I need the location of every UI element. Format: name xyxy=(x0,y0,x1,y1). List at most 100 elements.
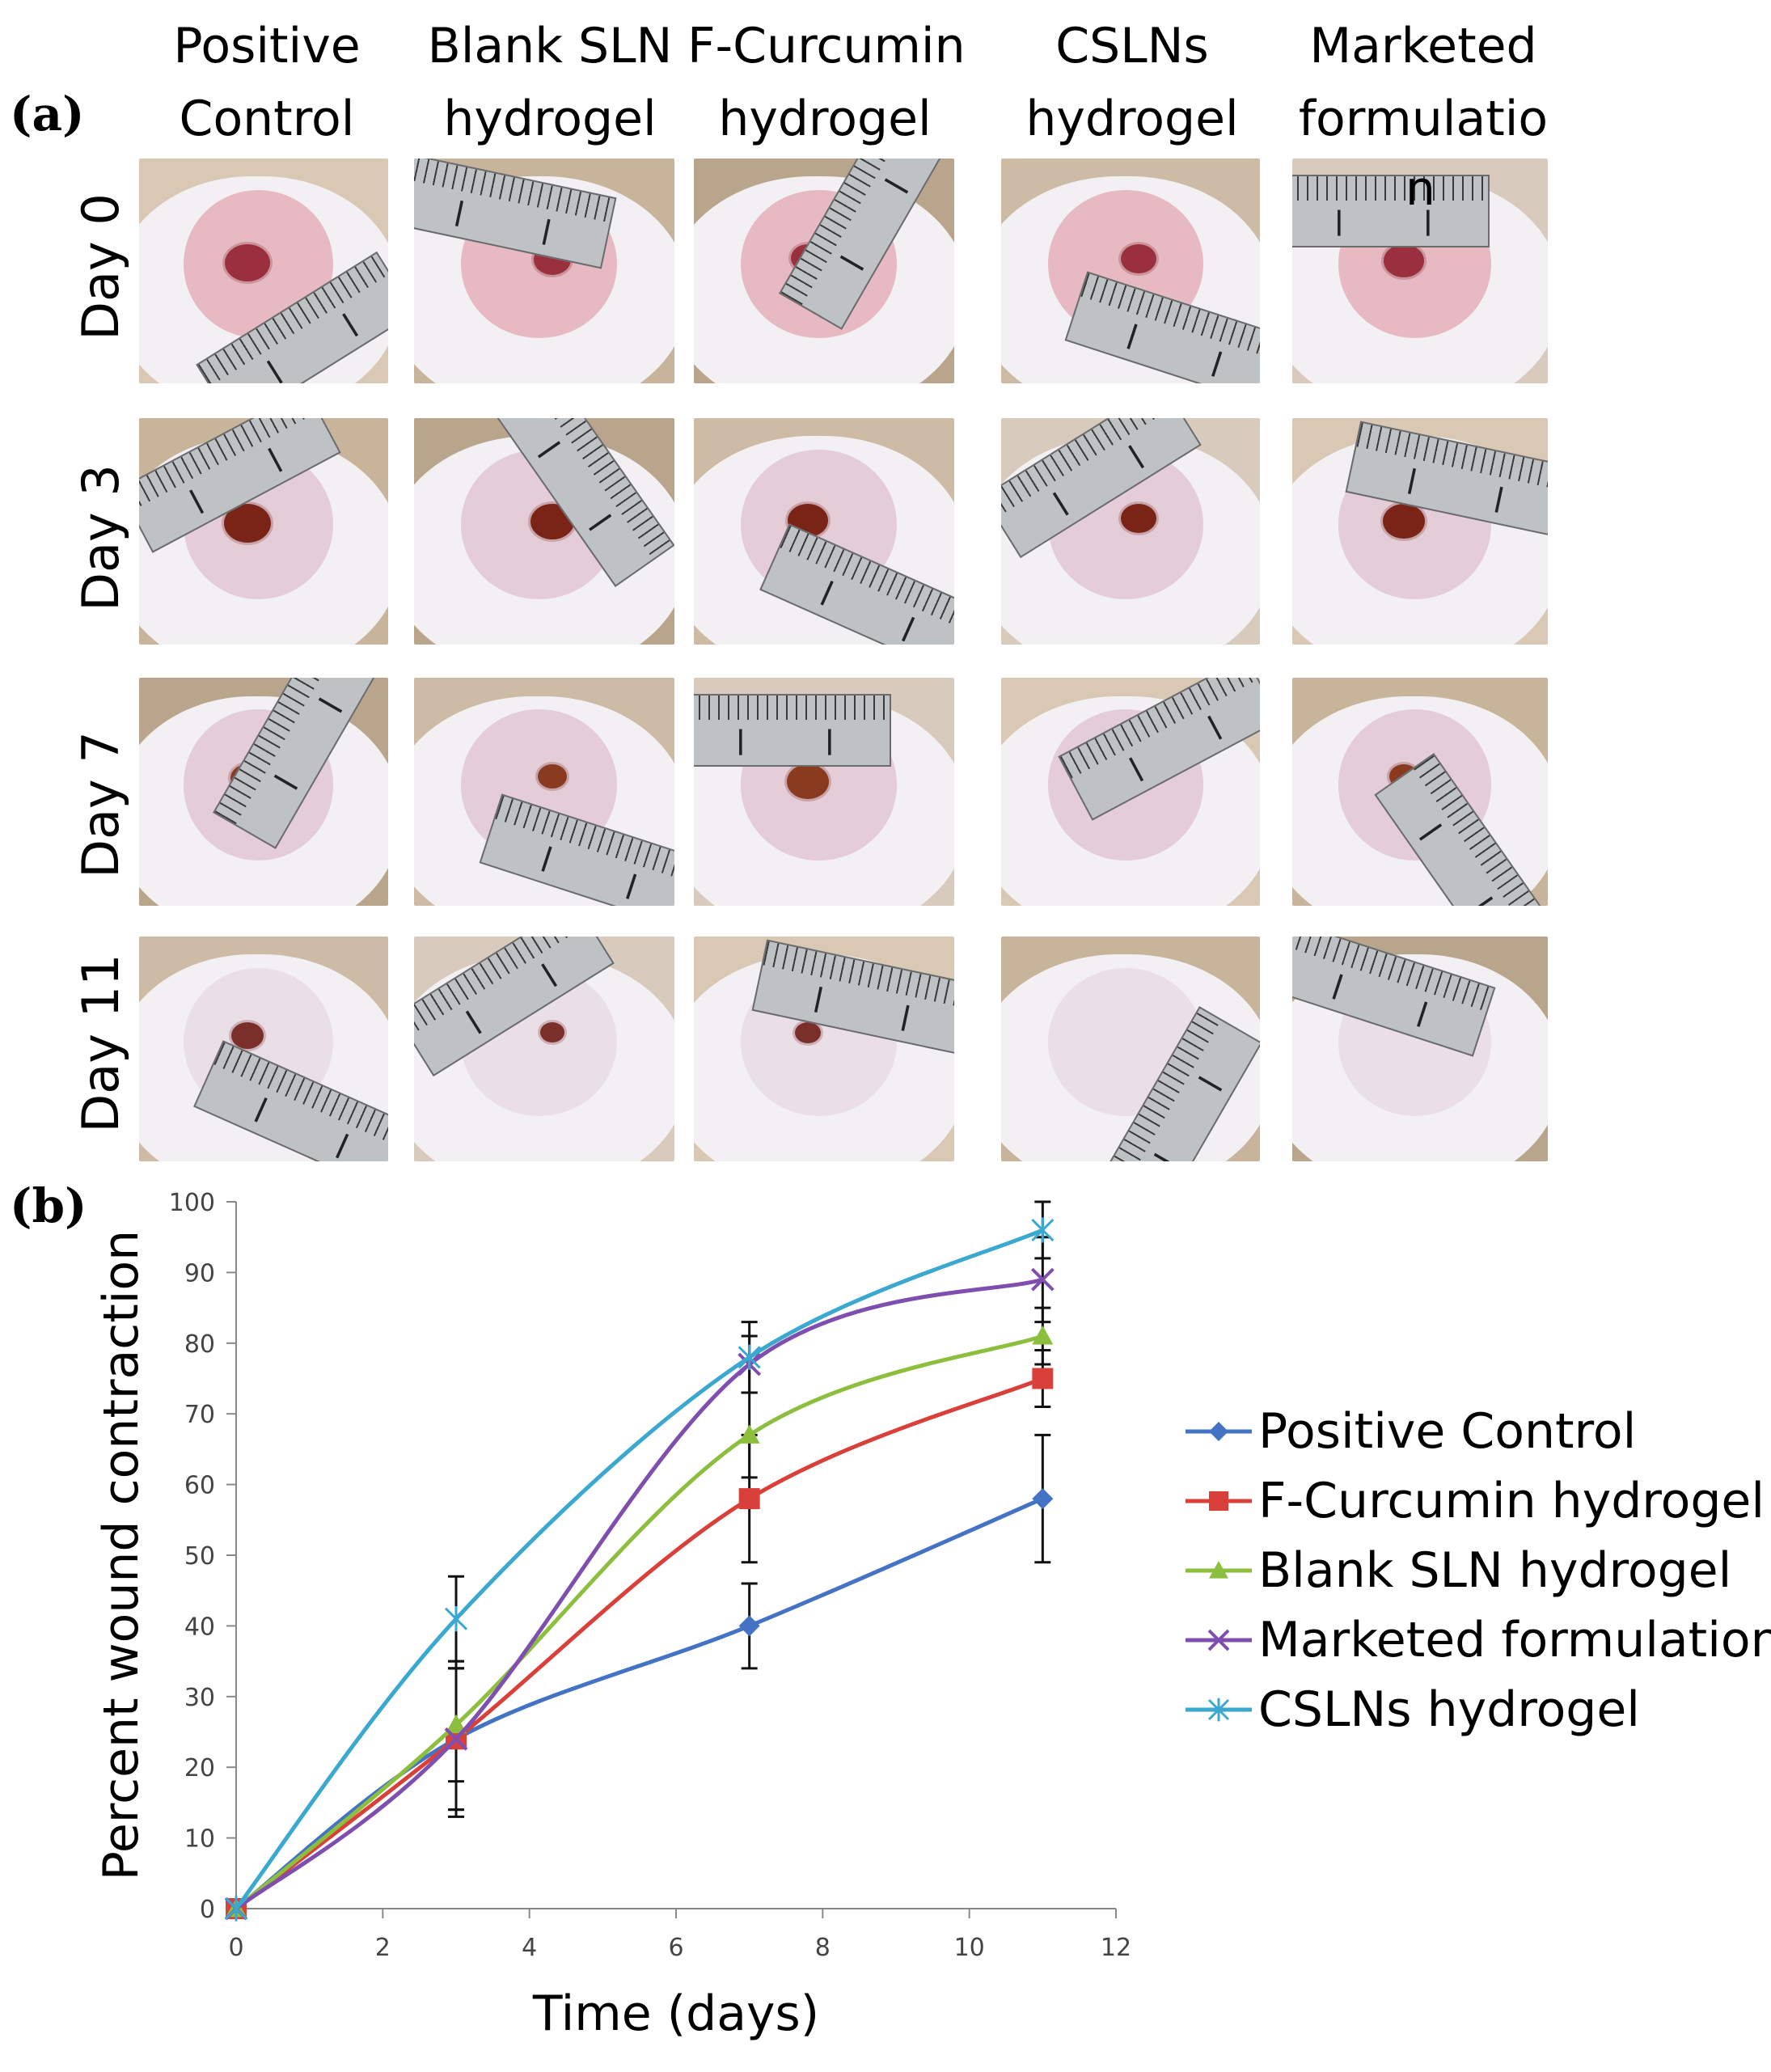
wound-photo: | | xyxy=(694,159,954,383)
data-point xyxy=(1209,1422,1228,1441)
legend-item: Positive Control xyxy=(1186,1403,1636,1460)
wound xyxy=(1384,243,1424,277)
data-point xyxy=(224,1896,248,1922)
wound-photo: | | xyxy=(414,678,674,906)
series-line xyxy=(235,1376,1044,1910)
data-point xyxy=(738,1344,761,1370)
column-header-marketed: Marketed formulatio xyxy=(1278,10,1569,155)
column-header-line2: hydrogel xyxy=(718,91,932,147)
ruler-mark: | xyxy=(825,725,835,755)
column-header-f-curcumin: F-Curcumin hydrogel xyxy=(687,10,966,155)
wound-photo: | | xyxy=(694,678,954,906)
column-header-line1: F-Curcumin xyxy=(687,18,966,74)
wound-photo: | | xyxy=(1001,159,1260,383)
row-label-day-0: Day 0 xyxy=(71,193,130,340)
column-header-blank-sln: Blank SLN hydrogel xyxy=(412,10,687,155)
legend-label: Marketed formulation xyxy=(1258,1612,1771,1668)
y-axis-title: Percent wound contraction xyxy=(93,1230,150,1880)
ruler-mark: | xyxy=(878,173,911,197)
ruler-mark: | xyxy=(586,508,618,535)
data-point xyxy=(444,1606,468,1632)
data-point xyxy=(1207,1629,1230,1651)
y-tick-label: 70 xyxy=(184,1401,215,1429)
row-label-day-11: Day 11 xyxy=(71,954,130,1133)
data-point xyxy=(738,1424,760,1444)
ruler-mark: | xyxy=(1417,818,1448,844)
data-point xyxy=(444,1727,468,1751)
wound xyxy=(1121,243,1156,273)
y-tick-label: 100 xyxy=(169,1189,215,1217)
series-layer xyxy=(224,1200,1055,1922)
column-header-line2: formulatio xyxy=(1298,91,1549,147)
ruler-mark: | xyxy=(1491,481,1507,514)
data-point xyxy=(738,1615,760,1637)
data-point xyxy=(446,1714,467,1734)
wound-photo: | | n xyxy=(1292,159,1548,383)
data-point xyxy=(1209,1561,1228,1579)
x-tick-label: 8 xyxy=(815,1934,831,1962)
ruler-mark: | xyxy=(332,1127,354,1161)
ruler-mark: | xyxy=(1329,968,1348,1001)
column-header-line1: CSLNs xyxy=(1055,18,1209,74)
ruler-mark: | xyxy=(1334,205,1344,236)
wound-photo: | | xyxy=(1292,418,1548,645)
wound xyxy=(225,243,270,281)
series-line xyxy=(235,1228,1044,1910)
ruler-mark: | xyxy=(1404,463,1421,496)
ruler-mark: | xyxy=(460,1004,485,1037)
legend-label: F-Curcumin hydrogel xyxy=(1258,1473,1765,1529)
ruler-mark: | xyxy=(1047,486,1072,518)
wound-photo: | | xyxy=(139,159,388,383)
y-tick-label: 40 xyxy=(184,1613,215,1641)
series-f-curcumin-hydrogel xyxy=(226,1368,1054,1919)
x-axis-title: Time (days) xyxy=(532,1985,819,2042)
legend-label: CSLNs hydrogel xyxy=(1258,1681,1640,1738)
wound-photo: | | xyxy=(694,418,954,645)
data-point xyxy=(1207,1698,1230,1722)
ruler-mark: | xyxy=(1148,1148,1180,1161)
ruler-mark: | xyxy=(736,725,746,755)
y-tick-label: 50 xyxy=(184,1542,215,1571)
ruler-mark: | xyxy=(184,484,207,516)
wound-contraction-chart: 0 10 20 30 40 50 60 70 80 90 100 0 2 4 6 8 10 12 Positive… xyxy=(93,1189,1771,2042)
column-header-line1: Marketed xyxy=(1309,18,1537,74)
ruler-mark: | xyxy=(1122,439,1148,471)
y-tick-label: 20 xyxy=(184,1754,215,1782)
wound xyxy=(538,764,567,789)
panel-a-label: (a) xyxy=(10,87,85,142)
wound-photo: | | xyxy=(1001,418,1260,645)
data-point xyxy=(1031,1217,1055,1243)
series-positive-control xyxy=(226,1488,1054,1919)
ruler-mark: | xyxy=(1413,996,1432,1029)
ruler-mark: | xyxy=(251,1092,273,1124)
legend-item: CSLNs hydrogel xyxy=(1186,1681,1640,1738)
column-header-positive-control: Positive Control xyxy=(137,10,396,155)
panel-b-label: (b) xyxy=(10,1178,87,1233)
ruler-mark: | xyxy=(1192,1071,1224,1095)
row-label-day-7: Day 7 xyxy=(71,731,130,878)
wound-photo: | | xyxy=(1292,678,1548,906)
ruler-mark: | xyxy=(810,981,827,1014)
y-tick-label: 90 xyxy=(184,1259,215,1288)
x-tick-label: 6 xyxy=(668,1934,683,1962)
y-tick-label: 80 xyxy=(184,1330,215,1359)
row-label-day-3: Day 3 xyxy=(71,464,130,611)
ruler-mark: | xyxy=(336,307,361,339)
wound-photo: | | xyxy=(139,678,388,906)
y-tick-label: 0 xyxy=(200,1896,215,1924)
wound-photo: | | xyxy=(414,159,674,383)
ruler-mark: | xyxy=(622,868,641,901)
wound-photo: | | xyxy=(1001,678,1260,906)
ruler-mark: | xyxy=(898,1000,914,1033)
ruler-mark: | xyxy=(1207,345,1227,378)
wound xyxy=(1121,504,1156,534)
column-header-line2: hydrogel xyxy=(1025,91,1239,147)
column-header-line1: Positive xyxy=(173,18,361,74)
data-point xyxy=(1209,1491,1228,1511)
x-tick-label: 10 xyxy=(954,1934,985,1962)
ruler-mark: | xyxy=(535,958,560,989)
series-line xyxy=(235,1277,1044,1910)
data-point xyxy=(1030,1267,1055,1292)
column-header-cslns: CSLNs hydrogel xyxy=(1003,10,1262,155)
data-point xyxy=(738,1488,760,1510)
